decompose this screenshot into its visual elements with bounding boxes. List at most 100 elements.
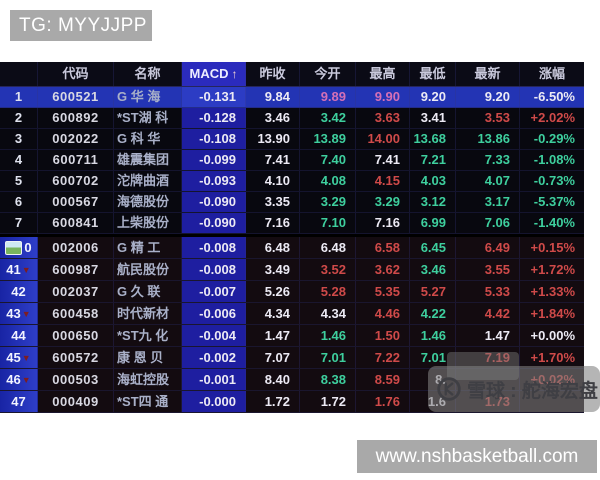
cell-open: 3.29 [300, 192, 356, 212]
stock-name: 雄震集团 [114, 150, 182, 170]
cell-high: 9.90 [356, 87, 410, 107]
stock-name: 沱牌曲酒 [114, 171, 182, 191]
cell-open: 7.40 [300, 150, 356, 170]
rows-top-section: 1 600521 G 华 海 -0.131 9.84 9.89 9.90 9.20 9.20 -6… [0, 87, 584, 234]
cell-last: 3.55 [456, 259, 520, 280]
cell-last: 5.33 [456, 281, 520, 302]
cell-change: -0.29% [533, 131, 575, 146]
row-number-cell: 41▼ [0, 259, 38, 280]
stock-terminal-screen: 代码 名称 MACD ↑ 昨收 今开 最高 最低 最新 涨幅 1 600521 G 华… [0, 62, 584, 413]
cell-last: 6.49 [456, 237, 520, 258]
table-row[interactable]: 2 600892 *ST湖 科 -0.128 3.46 3.42 3.63 3.41 3.53 +… [0, 108, 584, 129]
table-row[interactable]: 45▼ 600572 康 恩 贝 -0.002 7.07 7.01 7.22 7.01 7.19… [0, 347, 584, 369]
watermark: 雪球 : 舵海宏盘 [428, 366, 600, 412]
column-header-name[interactable]: 名称 [114, 62, 182, 86]
cell-change: -6.50% [533, 89, 575, 104]
column-header-macd-label: MACD [189, 66, 229, 81]
column-header-open[interactable]: 今开 [300, 62, 356, 86]
column-header-code[interactable]: 代码 [38, 62, 114, 86]
cell-high: 3.29 [356, 192, 410, 212]
row-number-cell: 44 [0, 325, 38, 346]
cell-prev-close: 3.49 [246, 259, 300, 280]
column-header-macd[interactable]: MACD ↑ [182, 62, 246, 86]
telegram-handle-label: TG: MYYJJPP [19, 15, 147, 36]
table-row[interactable]: 44 000650 *ST九 化 -0.004 1.47 1.46 1.50 1.46 1.47… [0, 325, 584, 347]
website-banner: www.nshbasketball.com [357, 440, 597, 473]
cell-change: -0.73% [533, 173, 575, 188]
down-arrow-icon: ▼ [21, 309, 31, 319]
sort-ascending-icon: ↑ [231, 67, 238, 81]
cell-macd: -0.008 [182, 259, 246, 280]
cell-last: 9.20 [456, 87, 520, 107]
cell-high: 3.63 [356, 108, 410, 128]
row-number-cell: 4 [0, 150, 38, 170]
table-row[interactable]: 1 600521 G 华 海 -0.131 9.84 9.89 9.90 9.20 9.20 -6… [0, 87, 584, 108]
stock-code: 002022 [38, 129, 114, 149]
cell-change: +1.33% [530, 284, 575, 299]
cell-change: +2.02% [530, 110, 575, 125]
table-row[interactable]: 0 002006 G 精 工 -0.008 6.48 6.48 6.58 6.45 6.49 +0… [0, 237, 584, 259]
row-number-cell: 43▼ [0, 303, 38, 324]
cell-open: 7.01 [300, 347, 356, 368]
cell-low: 9.20 [410, 87, 456, 107]
cell-last: 4.07 [456, 171, 520, 191]
stock-name: 海德股份 [114, 192, 182, 212]
cell-open: 3.52 [300, 259, 356, 280]
cell-macd: -0.008 [182, 237, 246, 258]
cell-low: 6.45 [410, 237, 456, 258]
table-row[interactable]: 7 600841 上柴股份 -0.090 7.16 7.10 7.16 6.99 7.06 -1.… [0, 213, 584, 234]
image-thumbnail-icon [5, 240, 23, 255]
cell-low: 3.41 [410, 108, 456, 128]
cell-high: 8.59 [356, 369, 410, 390]
table-row[interactable]: 5 600702 沱牌曲酒 -0.093 4.10 4.08 4.15 4.03 4.07 -0.… [0, 171, 584, 192]
cell-macd: -0.007 [182, 281, 246, 302]
row-number-label: 47 [11, 394, 26, 409]
down-arrow-icon: ▼ [21, 265, 31, 275]
column-header-low[interactable]: 最低 [410, 62, 456, 86]
cell-low: 3.12 [410, 192, 456, 212]
stock-name: *ST九 化 [114, 325, 182, 346]
row-number-cell: 5 [0, 171, 38, 191]
row-number-label: 0 [24, 240, 32, 255]
cell-prev-close: 3.46 [246, 108, 300, 128]
cell-prev-close: 13.90 [246, 129, 300, 149]
table-row[interactable]: 41▼ 600987 航民股份 -0.008 3.49 3.52 3.62 3.46 3.55 +… [0, 259, 584, 281]
cell-prev-close: 7.07 [246, 347, 300, 368]
cell-change: +0.15% [530, 240, 575, 255]
table-header: 代码 名称 MACD ↑ 昨收 今开 最高 最低 最新 涨幅 [0, 62, 584, 87]
telegram-handle-badge: TG: MYYJJPP [10, 10, 152, 41]
cell-open: 9.89 [300, 87, 356, 107]
stock-code: 000409 [38, 391, 114, 412]
cell-prev-close: 1.47 [246, 325, 300, 346]
cell-last: 7.06 [456, 213, 520, 233]
stock-code: 000567 [38, 192, 114, 212]
cell-last: 3.53 [456, 108, 520, 128]
cell-macd: -0.002 [182, 347, 246, 368]
table-row[interactable]: 6 000567 海德股份 -0.090 3.35 3.29 3.29 3.12 3.17 -5.… [0, 192, 584, 213]
cell-prev-close: 1.72 [246, 391, 300, 412]
column-header-high[interactable]: 最高 [356, 62, 410, 86]
cell-macd: -0.108 [182, 129, 246, 149]
column-header-last[interactable]: 最新 [456, 62, 520, 86]
table-row[interactable]: 43▼ 600458 时代新材 -0.006 4.34 4.34 4.46 4.22 4.42 +… [0, 303, 584, 325]
row-number-label: 1 [14, 89, 23, 104]
cell-prev-close: 9.84 [246, 87, 300, 107]
stock-name: G 精 工 [114, 237, 182, 258]
watermark-text: 雪球 : 舵海宏盘 [467, 380, 598, 402]
cell-change: +1.72% [530, 262, 575, 277]
stock-name: G 科 华 [114, 129, 182, 149]
cell-macd: -0.090 [182, 192, 246, 212]
cell-change: +1.70% [530, 350, 575, 365]
table-row[interactable]: 3 002022 G 科 华 -0.108 13.90 13.89 14.00 13.68 13… [0, 129, 584, 150]
stock-code: 600987 [38, 259, 114, 280]
column-header-prev-close[interactable]: 昨收 [246, 62, 300, 86]
cell-change: -5.37% [533, 194, 575, 209]
column-header-change[interactable]: 涨幅 [538, 66, 565, 81]
cell-low: 7.01 [410, 347, 456, 368]
row-number-label: 3 [14, 131, 23, 146]
table-row[interactable]: 4 600711 雄震集团 -0.099 7.41 7.40 7.41 7.21 7.33 -1.… [0, 150, 584, 171]
down-arrow-icon: ▼ [21, 353, 31, 363]
table-row[interactable]: 42 002037 G 久 联 -0.007 5.26 5.28 5.35 5.27 5.33 +… [0, 281, 584, 303]
stock-code: 002037 [38, 281, 114, 302]
cell-prev-close: 5.26 [246, 281, 300, 302]
